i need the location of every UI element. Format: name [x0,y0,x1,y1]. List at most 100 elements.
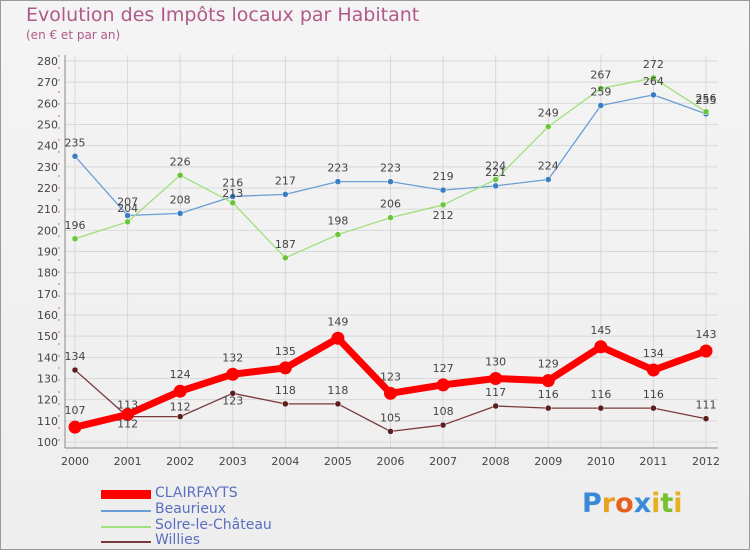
data-label-solre-le-ch-teau: 212 [433,209,454,222]
data-label-clairfayts: 129 [538,358,559,371]
data-label-clairfayts: 130 [485,356,506,369]
data-label-solre-le-ch-teau: 204 [117,202,138,215]
data-point-solre-le-ch-teau [597,85,605,92]
y-tick-label: 110 [37,415,58,428]
data-label-solre-le-ch-teau: 187 [275,238,296,251]
y-tick-label: 100 [37,436,58,449]
data-label-willies: 112 [117,418,138,431]
data-point-beaurieux [492,182,499,190]
data-point-willies [71,366,79,374]
data-point-willies [334,400,342,408]
data-point-clairfayts [489,372,503,385]
axes: 100 110 120 130 140 150 160 170 180 190 200 210 220 2… [37,55,720,468]
x-tick-label: 2007 [429,455,457,468]
data-point-solre-le-ch-teau [439,201,447,209]
x-tick-label: 2001 [114,455,142,468]
x-tick-label: 2004 [271,455,299,468]
logo-letter: i [673,488,683,519]
data-point-willies [545,404,552,412]
data-label-beaurieux: 223 [380,162,401,175]
y-tick-label: 180 [37,267,58,280]
data-label-solre-le-ch-teau: 213 [222,187,243,200]
data-label-willies: 111 [696,399,717,412]
legend-swatch-solre-le-chateau [101,526,151,528]
data-label-clairfayts: 113 [117,398,138,411]
logo-letter: r [601,488,616,519]
data-point-willies [387,428,394,435]
data-point-beaurieux [334,178,342,185]
legend-label-willies: Willies [155,532,201,548]
data-label-solre-le-ch-teau: 196 [65,219,86,232]
data-point-beaurieux [597,102,605,109]
data-label-clairfayts: 134 [643,347,664,360]
data-point-willies [650,404,657,412]
chart-title: Evolution des Impôts locaux par Habitant [26,4,420,26]
proxiti-logo: Proxiti [582,488,683,519]
legend-label-clairfayts: CLAIRFAYTS [155,485,238,501]
x-tick-label: 2005 [324,455,352,468]
data-label-beaurieux: 207 [117,196,138,209]
x-tick-label: 2012 [692,455,720,468]
data-label-solre-le-ch-teau: 226 [170,155,191,168]
data-point-beaurieux [176,210,184,217]
data-label-clairfayts: 145 [590,324,611,337]
y-tick-label: 120 [37,394,58,407]
data-label-beaurieux: 216 [222,176,243,189]
data-point-willies [229,390,236,397]
data-label-solre-le-ch-teau: 256 [696,92,717,105]
x-tick-label: 2008 [482,455,510,468]
data-label-willies: 118 [327,384,348,397]
data-point-beaurieux [124,212,131,219]
data-point-clairfayts [541,374,555,388]
data-label-willies: 123 [222,394,243,407]
data-point-beaurieux [545,176,552,183]
y-tick-label: 230 [37,161,58,174]
data-point-solre-le-ch-teau [702,108,710,116]
y-tick-label: 150 [37,330,58,343]
logo-letter: x [633,488,652,519]
y-tick-label: 280 [37,55,58,68]
data-point-beaurieux [650,91,657,99]
data-label-solre-le-ch-teau: 206 [380,198,401,211]
data-point-beaurieux [282,191,289,198]
data-label-solre-le-ch-teau: 224 [485,160,506,173]
data-label-willies: 108 [433,405,454,418]
data-point-clairfayts [699,344,713,358]
x-tick-label: 2006 [377,455,405,468]
legend-label-solre-le-chateau: Solre-le-Château [155,517,272,533]
data-label-solre-le-ch-teau: 198 [327,215,348,228]
data-label-willies: 116 [643,388,664,401]
data-label-willies: 105 [380,411,401,424]
data-point-solre-le-ch-teau [282,254,289,262]
y-tick-label: 220 [37,182,58,195]
data-point-clairfayts [384,386,397,400]
legend-swatch-willies [101,541,151,543]
data-label-solre-le-ch-teau: 267 [590,69,611,82]
data-label-beaurieux: 208 [170,193,191,206]
data-label-solre-le-ch-teau: 272 [643,58,664,71]
data-label-clairfayts: 123 [380,370,401,383]
data-label-beaurieux: 255 [696,94,717,107]
y-tick-label: 210 [37,203,58,216]
data-label-clairfayts: 135 [275,345,296,358]
data-point-solre-le-ch-teau [387,214,394,221]
data-label-willies: 118 [275,384,296,397]
data-point-willies [702,415,710,422]
data-point-clairfayts [173,384,187,398]
data-point-solre-le-ch-teau [650,74,657,82]
data-label-beaurieux: 224 [538,160,559,173]
data-point-clairfayts [278,361,292,375]
y-tick-label: 140 [37,351,58,364]
data-point-beaurieux [229,193,236,200]
data-point-clairfayts [226,367,240,381]
data-point-solre-le-ch-teau [124,218,131,226]
logo-letter: o [615,488,634,519]
data-point-clairfayts [594,340,608,354]
data-label-beaurieux: 259 [590,85,611,98]
chart-subtitle: (en € et par an) [26,28,121,42]
data-point-solre-le-ch-teau [176,172,184,179]
data-point-solre-le-ch-teau [492,176,499,183]
